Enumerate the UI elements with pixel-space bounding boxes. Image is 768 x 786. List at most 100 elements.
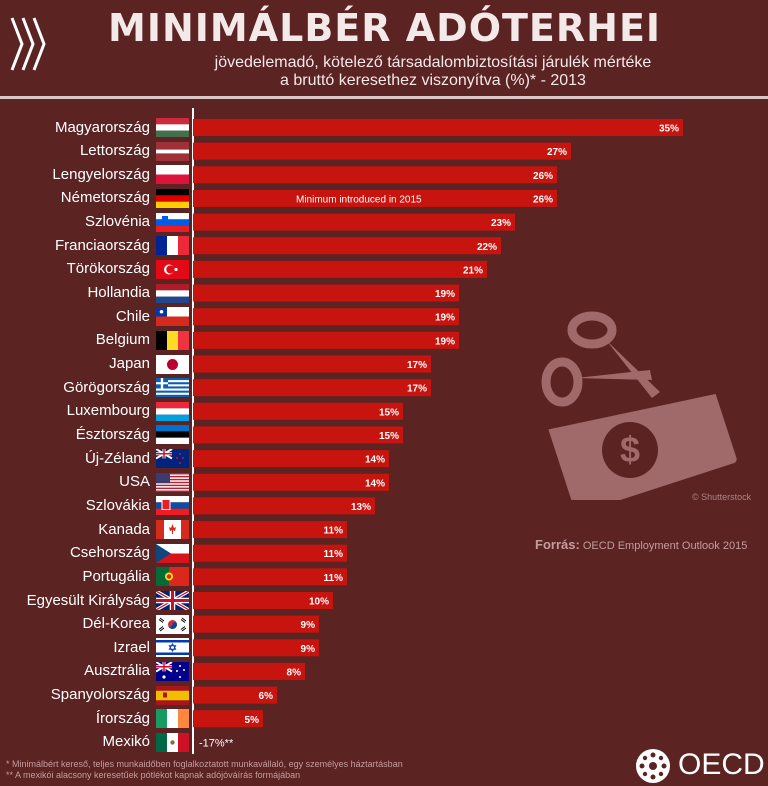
australia-flag-icon — [156, 661, 189, 681]
luxembourg-flag-icon — [156, 401, 189, 421]
category-label: Magyarország — [54, 118, 150, 136]
bar-value-label: 23% — [491, 218, 511, 229]
ireland-flag-icon — [156, 709, 189, 729]
bar — [193, 450, 389, 468]
latvia-flag-icon — [156, 141, 189, 161]
czechia-flag-icon — [156, 543, 189, 563]
header-divider — [0, 96, 768, 99]
hungary-flag-icon — [156, 118, 189, 137]
source-label: Forrás: — [535, 537, 580, 552]
category-label: Luxembourg — [66, 402, 150, 420]
category-label: Mexikó — [102, 733, 150, 751]
usa-flag-icon — [156, 472, 189, 492]
new-zealand-flag-icon — [156, 449, 189, 469]
bar — [193, 189, 557, 207]
bar-value-label: 11% — [324, 573, 344, 584]
bar-value-label: 9% — [301, 644, 316, 655]
bar — [193, 355, 431, 373]
category-label: Németország — [60, 189, 150, 207]
bar — [193, 237, 501, 255]
bar-value-label: 19% — [435, 336, 455, 347]
scissors-cutting-banknote-icon: $ — [540, 311, 737, 500]
bar-value-label: 26% — [533, 194, 553, 205]
turkey-flag-icon — [156, 259, 189, 279]
source-text: OECD Employment Outlook 2015 — [582, 540, 748, 552]
bar — [193, 331, 459, 349]
category-label: Ausztrália — [84, 662, 150, 680]
bar — [193, 592, 333, 609]
bar — [193, 213, 515, 231]
category-label: Egyesült Királyság — [26, 591, 150, 609]
category-label: Franciaország — [54, 236, 150, 254]
subtitle: jövedelemadó, kötelező társadalombiztosí… — [108, 54, 758, 90]
greece-flag-icon — [156, 378, 189, 398]
svg-text:$: $ — [620, 429, 640, 470]
bar — [193, 402, 403, 420]
bar-value-label: 5% — [245, 715, 260, 726]
category-label: Lengyelország — [52, 165, 150, 183]
bar-value-label: 9% — [301, 620, 316, 631]
category-label: Izrael — [113, 638, 150, 656]
bar — [193, 426, 403, 444]
bar — [193, 568, 347, 586]
bar-value-label: 15% — [379, 431, 399, 442]
bar — [193, 260, 487, 278]
watermark: © Shutterstock — [692, 492, 752, 502]
chevron-right-icon — [10, 17, 46, 71]
canada-flag-icon — [156, 520, 189, 540]
bar-value-label: 17% — [407, 360, 427, 371]
bar-value-label: 35% — [659, 124, 679, 135]
category-label: Szlovénia — [84, 213, 150, 231]
bar-value-label: 13% — [351, 502, 371, 513]
category-label: Hollandia — [87, 284, 150, 302]
footnote-1: * Minimálbért kereső, teljes munkaidőben… — [6, 759, 403, 769]
source-credit: Forrás: OECD Employment Outlook 2015 — [535, 537, 747, 552]
category-label: Csehország — [69, 544, 150, 562]
page-title: MINIMÁLBÉR ADÓTERHEI — [108, 6, 662, 50]
mexico-flag-icon — [156, 732, 189, 752]
subtitle-line-2: a bruttó keresethez viszonyítva (%)* - 2… — [280, 72, 586, 89]
france-flag-icon — [156, 236, 189, 256]
bar — [193, 142, 571, 160]
category-label: Kanada — [98, 520, 150, 538]
bar-value-label: -17%** — [199, 737, 234, 749]
bar — [193, 166, 557, 184]
uk-flag-icon — [156, 591, 189, 610]
bar — [193, 497, 375, 515]
bar-value-label: 10% — [309, 597, 329, 608]
japan-flag-icon — [156, 354, 189, 374]
footnote-2: ** A mexikói alacsony keresetűek pótléko… — [6, 770, 301, 780]
israel-flag-icon — [156, 638, 189, 658]
bar-value-label: 19% — [435, 313, 455, 324]
south-korea-flag-icon — [156, 614, 189, 634]
bar — [193, 119, 683, 136]
bar — [193, 473, 389, 491]
category-label: Belgium — [95, 331, 150, 349]
header: MINIMÁLBÉR ADÓTERHEI jövedelemadó, kötel… — [0, 0, 768, 96]
bar-value-label: 21% — [463, 265, 483, 276]
category-label: Dél-Korea — [82, 615, 150, 633]
bar — [193, 379, 431, 397]
bar — [193, 686, 277, 704]
bar — [193, 521, 347, 539]
category-label: Japan — [109, 355, 150, 372]
poland-flag-icon — [156, 165, 189, 185]
estonia-flag-icon — [156, 425, 189, 445]
bar-value-label: 8% — [287, 667, 302, 678]
category-label: Görögország — [63, 378, 150, 396]
bar-value-label: 14% — [365, 478, 385, 489]
bar — [193, 639, 319, 657]
bar-value-label: 27% — [547, 147, 567, 158]
category-label: Törökország — [66, 260, 150, 278]
bar-value-label: 11% — [324, 549, 344, 560]
bar-value-label: 26% — [533, 171, 553, 182]
category-label: USA — [119, 473, 150, 491]
bar-annotation: Minimum introduced in 2015 — [296, 194, 422, 205]
subtitle-line-1: jövedelemadó, kötelező társadalombiztosí… — [214, 54, 652, 71]
category-label: Észtország — [75, 425, 150, 443]
bar-value-label: 22% — [477, 242, 497, 253]
bar — [193, 544, 347, 562]
germany-flag-icon — [156, 188, 189, 208]
bar-value-label: 17% — [407, 384, 427, 395]
category-label: Lettország — [79, 142, 150, 160]
